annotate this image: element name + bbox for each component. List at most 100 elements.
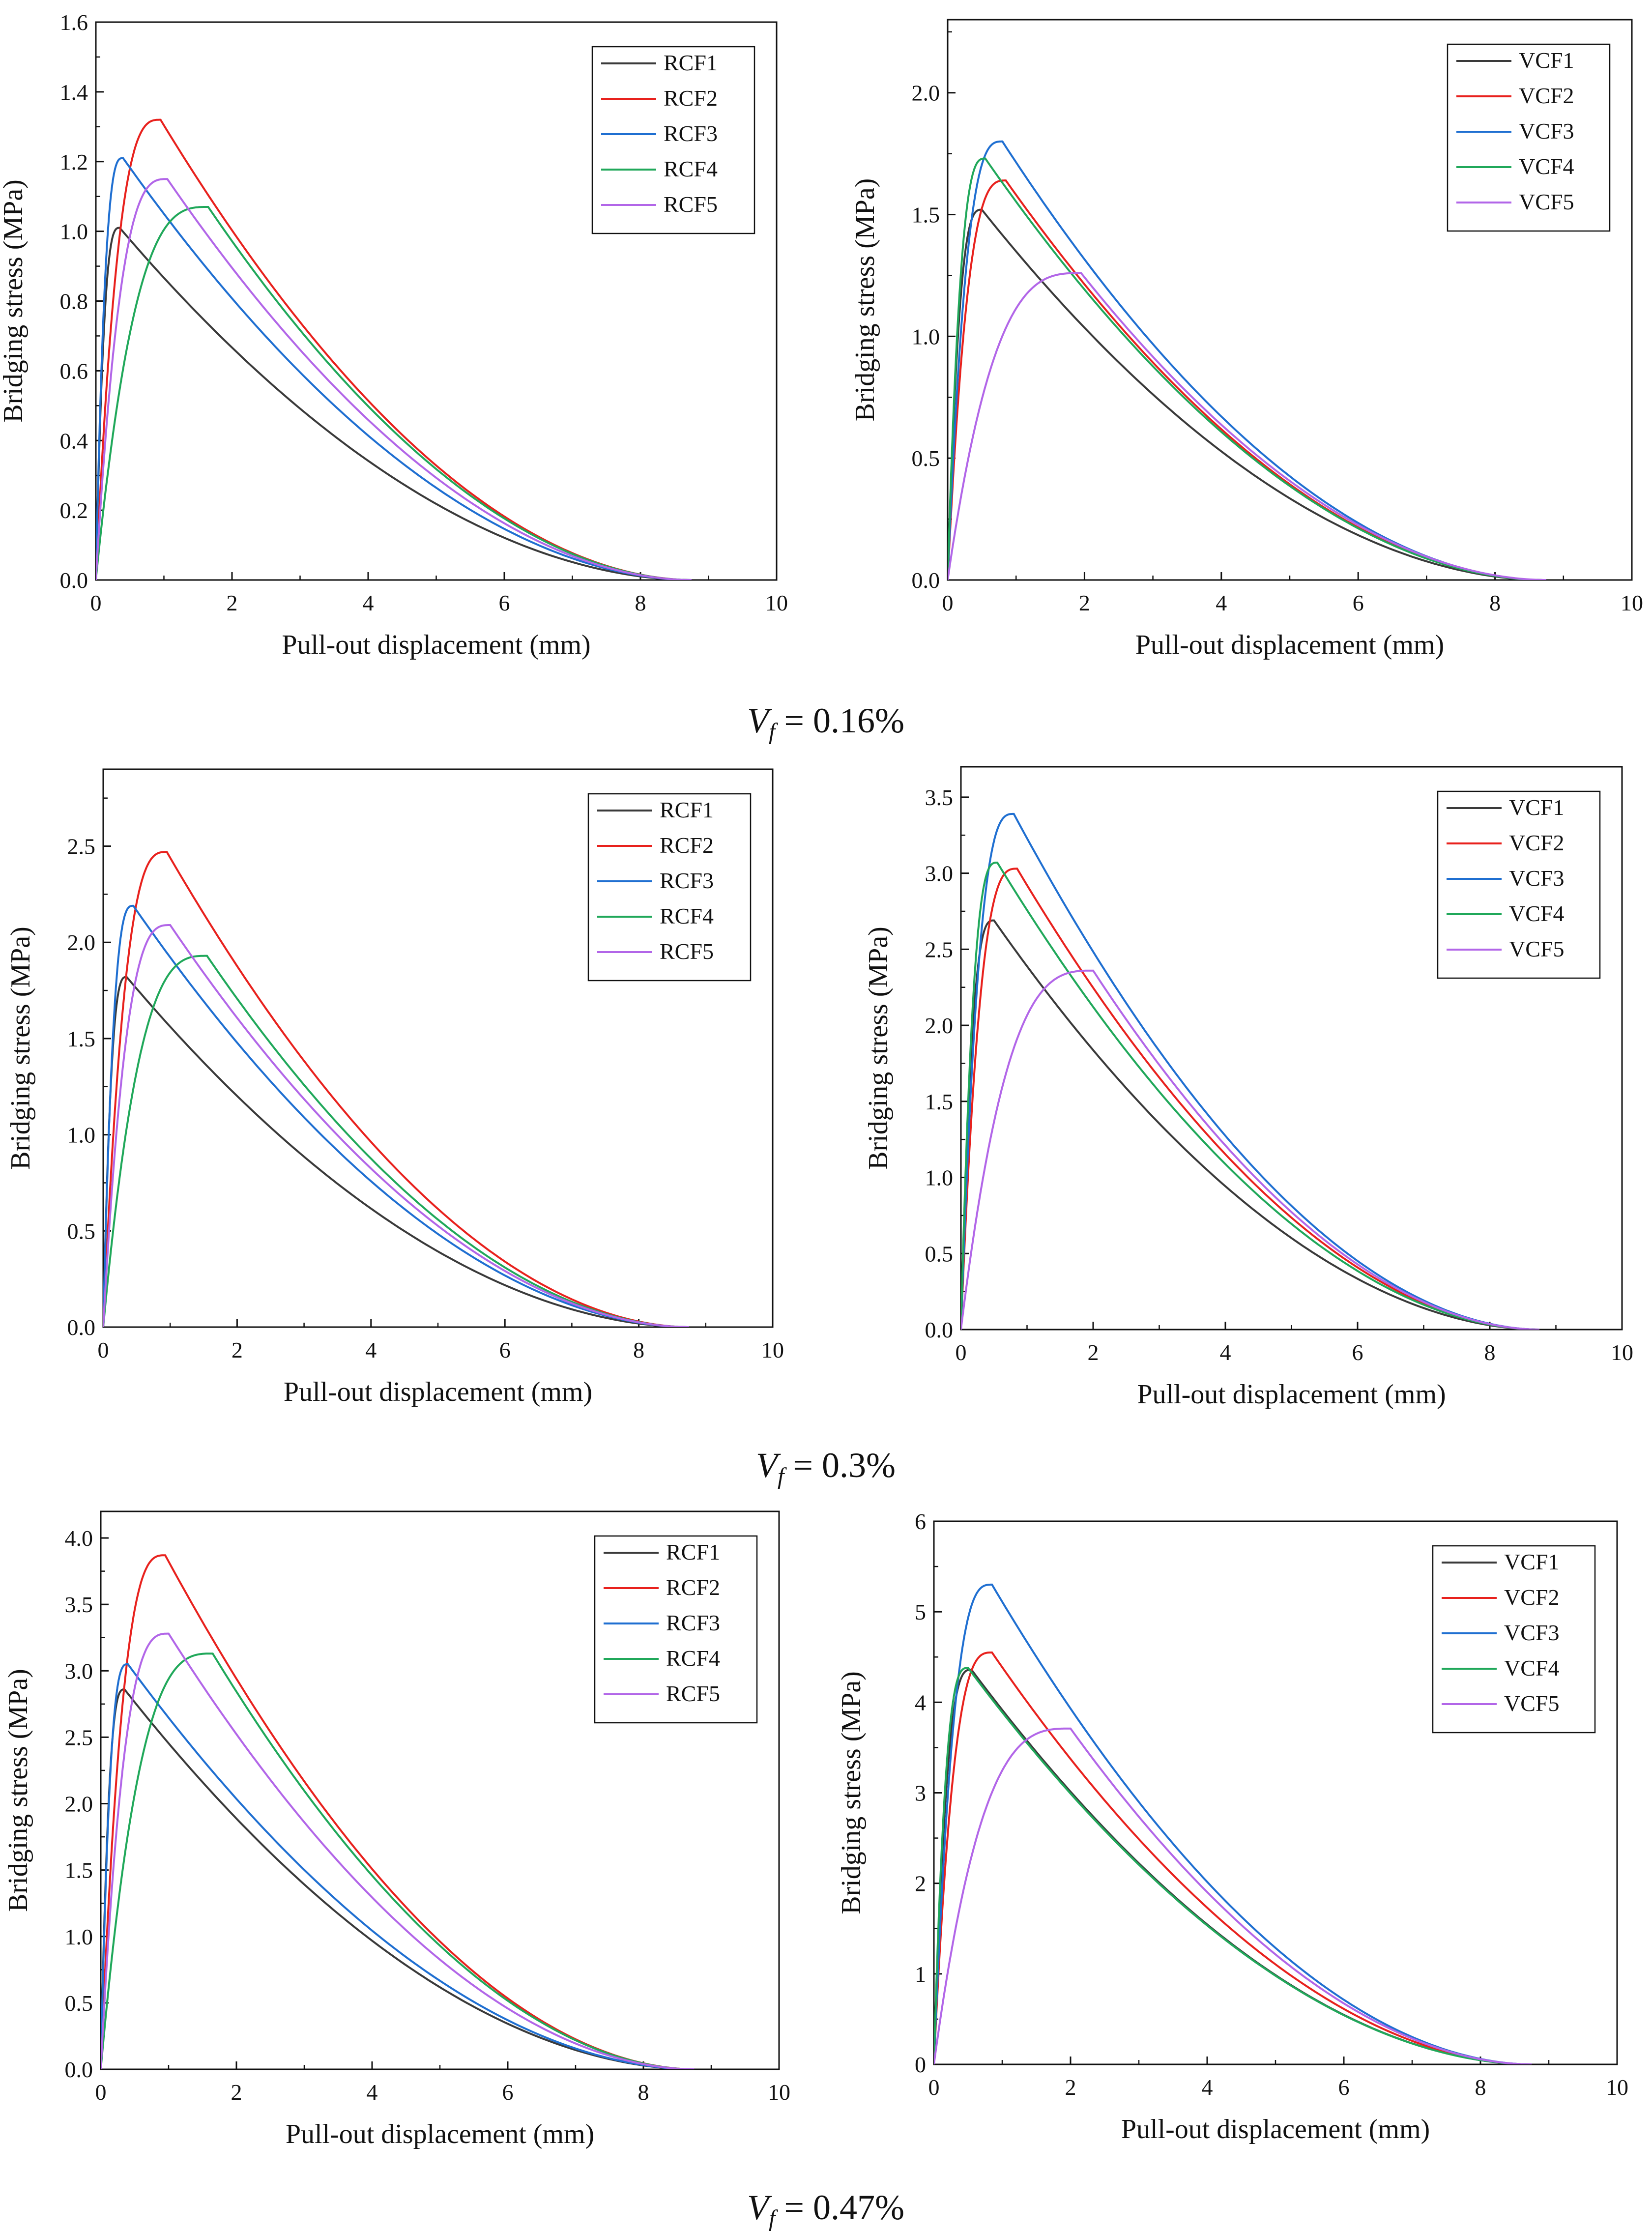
y-tick-label: 0.5 xyxy=(912,446,940,471)
y-tick-label: 0.0 xyxy=(65,2057,93,2082)
y-tick-label: 1.5 xyxy=(65,1858,93,1883)
x-tick-label: 0 xyxy=(942,590,954,615)
y-tick-label: 0 xyxy=(915,2052,926,2077)
x-tick-label: 2 xyxy=(1088,1340,1099,1365)
y-tick-label: 2.0 xyxy=(65,1792,93,1817)
y-axis-title: Bridging stress (MPa) xyxy=(3,1669,33,1912)
x-tick-label: 6 xyxy=(1352,1340,1363,1365)
legend-label-rcf1: RCF1 xyxy=(666,1539,720,1565)
legend-label-rcf5: RCF5 xyxy=(660,939,714,964)
series-line-rcf1 xyxy=(101,1688,695,2069)
series-line-rcf2 xyxy=(101,1554,695,2069)
y-tick-label: 1.5 xyxy=(67,1026,96,1051)
series-line-rcf4 xyxy=(96,206,692,580)
series-line-rcf5 xyxy=(101,1632,695,2069)
x-tick-label: 6 xyxy=(499,590,510,615)
x-tick-label: 2 xyxy=(232,1337,243,1362)
series-line-vcf5 xyxy=(948,272,1547,580)
x-tick-label: 10 xyxy=(765,590,788,615)
y-tick-label: 3.0 xyxy=(65,1658,93,1683)
series-line-rcf4 xyxy=(101,1652,695,2069)
y-tick-label: 2.0 xyxy=(912,81,940,106)
x-tick-label: 8 xyxy=(1475,2075,1486,2100)
series-line-rcf1 xyxy=(103,976,689,1327)
x-tick-label: 8 xyxy=(1489,590,1501,615)
y-tick-label: 2.5 xyxy=(925,937,954,962)
y-tick-label: 2.5 xyxy=(65,1725,93,1750)
y-tick-label: 4 xyxy=(915,1690,926,1715)
x-tick-label: 0 xyxy=(90,590,102,615)
legend-box xyxy=(1447,43,1611,232)
legend-label-rcf4: RCF4 xyxy=(666,1646,720,1671)
y-tick-label: 3.5 xyxy=(925,785,954,810)
x-tick-label: 8 xyxy=(635,590,646,615)
legend-box xyxy=(591,46,755,234)
legend-box xyxy=(1432,1545,1596,1734)
x-tick-label: 2 xyxy=(227,590,238,615)
legend-label-rcf1: RCF1 xyxy=(664,50,718,75)
series-line-vcf1 xyxy=(948,208,1543,580)
y-tick-label: 2.0 xyxy=(67,930,96,955)
series-line-rcf2 xyxy=(103,851,689,1327)
series-line-rcf5 xyxy=(103,924,689,1327)
series-line-rcf3 xyxy=(101,1663,695,2069)
x-tick-label: 4 xyxy=(1216,590,1227,615)
caption-vf-047: Vf = 0.47% xyxy=(747,2188,904,2231)
y-tick-label: 1.0 xyxy=(67,1123,96,1148)
legend-label-vcf4: VCF4 xyxy=(1509,901,1564,926)
x-tick-label: 8 xyxy=(633,1337,644,1362)
series-line-rcf3 xyxy=(103,904,689,1327)
legend: VCF1 VCF2 VCF3 VCF4 VCF5 xyxy=(1447,43,1611,232)
y-tick-label: 1.5 xyxy=(912,203,940,228)
y-tick-label: 0.0 xyxy=(925,1317,954,1342)
y-tick-label: 1.5 xyxy=(925,1089,954,1114)
x-axis-title: Pull-out displacement (mm) xyxy=(1137,1379,1446,1410)
y-tick-label: 0.5 xyxy=(67,1218,96,1244)
y-tick-label: 1 xyxy=(915,1962,926,1987)
x-axis-title: Pull-out displacement (mm) xyxy=(284,1377,592,1407)
y-tick-label: 0.0 xyxy=(60,568,88,593)
legend-label-vcf5: VCF5 xyxy=(1519,189,1574,214)
y-tick-label: 2.5 xyxy=(67,834,96,859)
series-line-rcf5 xyxy=(96,178,692,580)
legend-label-vcf3: VCF3 xyxy=(1519,118,1574,144)
series-line-rcf1 xyxy=(96,227,692,580)
legend-label-rcf2: RCF2 xyxy=(660,833,714,858)
legend-label-rcf4: RCF4 xyxy=(664,156,718,181)
legend-label-vcf4: VCF4 xyxy=(1504,1655,1559,1680)
x-tick-label: 10 xyxy=(761,1337,784,1362)
y-tick-label: 2 xyxy=(915,1871,926,1896)
y-tick-label: 3.5 xyxy=(65,1592,93,1617)
chart-panel-3: 0 2 4 6 8 10 0.0 0.5 1.0 1.5 2.0 2.5 Pull-out displa… xyxy=(5,768,784,1407)
series-line-vcf4 xyxy=(961,862,1539,1330)
y-tick-label: 1.6 xyxy=(60,10,88,35)
x-tick-label: 0 xyxy=(98,1337,109,1362)
series-line-rcf4 xyxy=(103,955,689,1327)
legend: RCF1 RCF2 RCF3 RCF4 RCF5 xyxy=(594,1535,758,1724)
legend-label-vcf2: VCF2 xyxy=(1509,830,1564,855)
series-group xyxy=(961,812,1539,1330)
legend-label-vcf1: VCF1 xyxy=(1504,1549,1559,1574)
y-axis-title: Bridging stress (MPa) xyxy=(850,178,880,422)
series-line-vcf3 xyxy=(934,1583,1532,2064)
legend-label-vcf5: VCF5 xyxy=(1509,936,1564,961)
x-tick-label: 2 xyxy=(1079,590,1090,615)
y-tick-label: 3 xyxy=(915,1781,926,1806)
y-tick-label: 1.0 xyxy=(60,219,88,244)
x-tick-label: 2 xyxy=(231,2080,242,2105)
legend-label-vcf1: VCF1 xyxy=(1509,795,1564,820)
y-axis-title: Bridging stress (MPa) xyxy=(863,927,894,1170)
x-axis-title: Pull-out displacement (mm) xyxy=(286,2119,594,2149)
y-tick-label: 0.5 xyxy=(925,1241,954,1266)
y-axis-title: Bridging stress (MPa) xyxy=(0,179,29,423)
legend-label-rcf3: RCF3 xyxy=(666,1610,720,1635)
x-tick-label: 0 xyxy=(95,2080,107,2105)
legend-label-vcf2: VCF2 xyxy=(1504,1585,1559,1610)
legend: VCF1 VCF2 VCF3 VCF4 VCF5 xyxy=(1432,1545,1596,1734)
x-tick-label: 2 xyxy=(1065,2075,1076,2100)
y-tick-label: 0.2 xyxy=(60,498,88,523)
x-tick-label: 10 xyxy=(1611,1340,1633,1365)
legend-box xyxy=(1437,790,1601,979)
legend-label-vcf2: VCF2 xyxy=(1519,83,1574,108)
